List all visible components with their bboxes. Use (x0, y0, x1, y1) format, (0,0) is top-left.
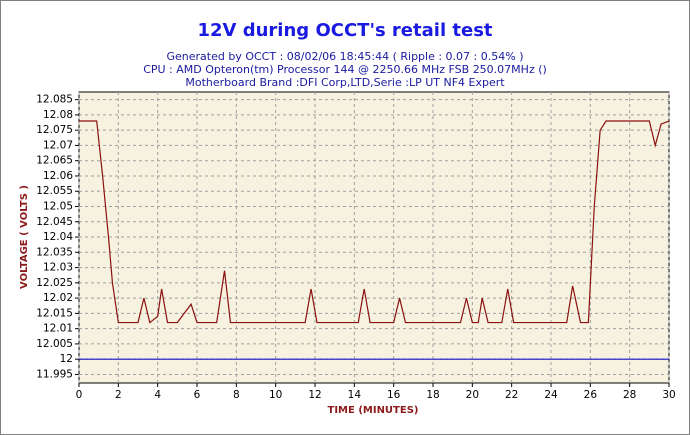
y-tick-label: 12.02 (43, 292, 73, 304)
x-tick-label: 2 (115, 389, 122, 401)
chart-title: 12V during OCCT's retail test (197, 20, 492, 41)
x-tick-label: 26 (584, 389, 598, 401)
y-tick-label: 12.07 (43, 139, 73, 151)
y-tick-label: 11.995 (36, 368, 73, 380)
x-tick-label: 14 (348, 389, 362, 401)
subtitle: CPU : AMD Opteron(tm) Processor 144 @ 22… (143, 63, 547, 76)
y-tick-label: 12.085 (36, 94, 73, 106)
x-tick-label: 18 (426, 389, 439, 401)
x-tick-label: 22 (505, 389, 518, 401)
data-line (79, 120, 670, 324)
y-tick-label: 12.05 (43, 201, 73, 213)
y-tick-label: 12.04 (43, 231, 73, 243)
x-tick-label: 12 (308, 389, 321, 401)
y-tick-label: 12.005 (36, 338, 73, 350)
x-tick-label: 20 (466, 389, 479, 401)
x-tick-label: 24 (544, 389, 558, 401)
y-tick-label: 12.06 (43, 170, 73, 182)
x-tick-label: 6 (194, 389, 201, 401)
y-tick-label: 12.035 (36, 246, 73, 258)
x-tick-label: 4 (154, 389, 161, 401)
y-tick-label: 12.03 (43, 262, 73, 274)
x-tick-label: 30 (662, 389, 675, 401)
y-tick-label: 12.045 (36, 216, 73, 228)
y-tick-label: 12.025 (36, 277, 73, 289)
y-tick-label: 12.075 (36, 124, 73, 136)
y-tick-label: 12.08 (43, 109, 73, 121)
y-tick-label: 12.01 (43, 323, 73, 335)
x-axis-label: TIME (MINUTES) (328, 405, 419, 416)
x-tick-label: 16 (387, 389, 401, 401)
y-tick-label: 12 (60, 353, 73, 365)
y-tick-label: 12.055 (36, 185, 73, 197)
x-tick-label: 10 (269, 389, 282, 401)
y-tick-label: 12.015 (36, 307, 73, 319)
x-tick-label: 28 (623, 389, 636, 401)
subtitle: Motherboard Brand :DFI Corp,LTD,Serie :L… (185, 76, 505, 89)
x-tick-label: 8 (233, 389, 240, 401)
x-tick-label: 0 (76, 389, 83, 401)
subtitle: Generated by OCCT : 08/02/06 18:45:44 ( … (167, 50, 524, 63)
y-axis-label: VOLTAGE ( VOLTS ) (19, 185, 30, 289)
y-tick-label: 12.065 (36, 155, 73, 167)
